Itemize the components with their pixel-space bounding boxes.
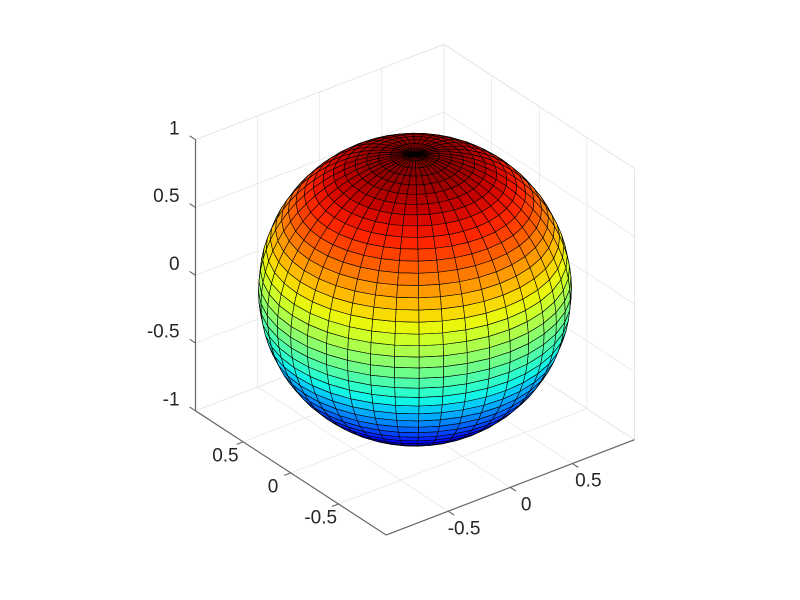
svg-text:-0.5: -0.5	[304, 508, 337, 529]
svg-text:-0.5: -0.5	[448, 518, 481, 539]
svg-text:-0.5: -0.5	[147, 322, 180, 343]
svg-text:0: 0	[521, 495, 532, 516]
svg-text:1: 1	[169, 118, 180, 139]
svg-text:0: 0	[169, 254, 180, 275]
svg-text:0: 0	[268, 477, 279, 498]
svg-text:-1: -1	[163, 389, 180, 410]
svg-text:0.5: 0.5	[153, 186, 179, 207]
svg-text:0.5: 0.5	[575, 471, 601, 492]
svg-text:0.5: 0.5	[212, 445, 238, 466]
